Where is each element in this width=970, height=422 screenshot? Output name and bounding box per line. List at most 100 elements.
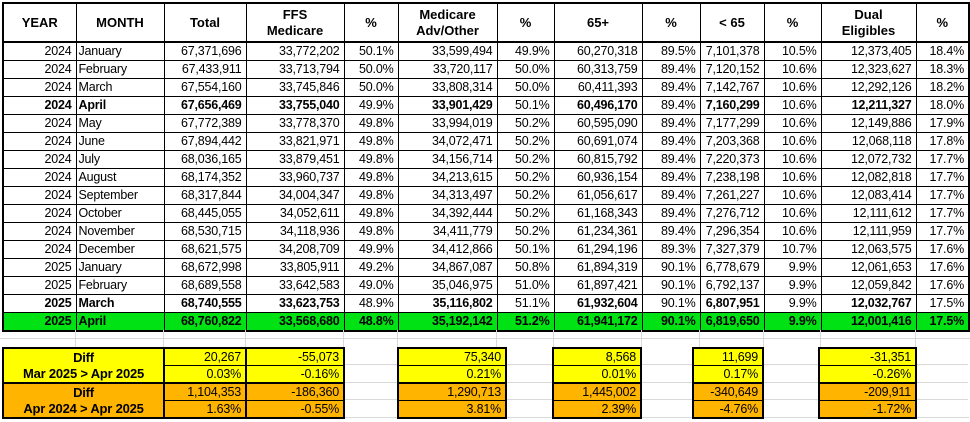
cell-under65[interactable]: 7,276,712: [699, 204, 765, 223]
cell-under65_pct[interactable]: 10.6%: [763, 168, 822, 187]
cell-year[interactable]: 2024: [2, 114, 77, 133]
cell-under65_pct[interactable]: 10.5%: [763, 41, 822, 61]
cell-under65[interactable]: 7,261,227: [699, 186, 765, 205]
cell-adv_pct[interactable]: 49.9%: [496, 41, 555, 61]
summary-diff-percent[interactable]: 3.81%: [397, 400, 507, 419]
cell-under65_pct[interactable]: 10.6%: [763, 78, 822, 97]
col-header-ffs-medicare[interactable]: FFS Medicare: [245, 2, 345, 43]
cell-over65[interactable]: 61,941,172: [553, 312, 643, 332]
cell-month[interactable]: April: [75, 312, 165, 332]
cell-ffs[interactable]: 33,745,846: [245, 78, 345, 97]
cell-over65_pct[interactable]: 89.4%: [641, 78, 701, 97]
cell-ffs_pct[interactable]: 49.8%: [343, 150, 399, 169]
cell-month[interactable]: June: [75, 132, 165, 151]
cell-under65_pct[interactable]: 10.6%: [763, 132, 822, 151]
cell-dual[interactable]: 12,082,818: [820, 168, 917, 187]
cell-over65[interactable]: 60,270,318: [553, 41, 643, 61]
cell-under65[interactable]: 7,238,198: [699, 168, 765, 187]
cell-over65_pct[interactable]: 90.1%: [641, 294, 701, 313]
cell-over65[interactable]: 61,897,421: [553, 276, 643, 295]
cell-month[interactable]: September: [75, 186, 165, 205]
cell-dual_pct[interactable]: 17.8%: [915, 132, 970, 151]
cell-adv_pct[interactable]: 50.0%: [496, 60, 555, 79]
cell-ffs[interactable]: 33,821,971: [245, 132, 345, 151]
cell-under65_pct[interactable]: 10.6%: [763, 96, 822, 115]
summary-diff-value[interactable]: -340,649: [692, 382, 764, 401]
summary-diff-percent[interactable]: 2.39%: [552, 400, 642, 419]
col-header-under65[interactable]: < 65: [699, 2, 765, 43]
cell-total[interactable]: 68,672,998: [163, 258, 247, 277]
cell-under65[interactable]: 6,819,650: [699, 312, 765, 332]
cell-under65_pct[interactable]: 9.9%: [763, 258, 822, 277]
col-header-year[interactable]: YEAR: [2, 2, 77, 43]
cell-ffs_pct[interactable]: 49.2%: [343, 258, 399, 277]
cell-dual[interactable]: 12,323,627: [820, 60, 917, 79]
cell-over65_pct[interactable]: 89.3%: [641, 240, 701, 259]
cell-under65[interactable]: 7,120,152: [699, 60, 765, 79]
cell-month[interactable]: January: [75, 41, 165, 61]
cell-over65_pct[interactable]: 90.1%: [641, 276, 701, 295]
col-header-dual-eligibles[interactable]: Dual Eligibles: [820, 2, 917, 43]
cell-over65_pct[interactable]: 89.4%: [641, 96, 701, 115]
cell-year[interactable]: 2024: [2, 150, 77, 169]
cell-month[interactable]: March: [75, 294, 165, 313]
cell-under65[interactable]: 7,296,354: [699, 222, 765, 241]
col-header-medicare-adv[interactable]: Medicare Adv/Other: [397, 2, 498, 43]
summary-diff-percent[interactable]: 0.03%: [163, 365, 247, 384]
col-header-month[interactable]: MONTH: [75, 2, 165, 43]
summary-diff-percent[interactable]: -4.76%: [692, 400, 764, 419]
cell-year[interactable]: 2025: [2, 312, 77, 332]
cell-year[interactable]: 2024: [2, 240, 77, 259]
cell-adv_pct[interactable]: 50.1%: [496, 240, 555, 259]
cell-year[interactable]: 2024: [2, 204, 77, 223]
cell-over65[interactable]: 60,595,090: [553, 114, 643, 133]
cell-ffs_pct[interactable]: 49.9%: [343, 240, 399, 259]
cell-ffs_pct[interactable]: 49.8%: [343, 204, 399, 223]
cell-over65[interactable]: 60,691,074: [553, 132, 643, 151]
cell-under65_pct[interactable]: 9.9%: [763, 294, 822, 313]
cell-ffs[interactable]: 33,772,202: [245, 41, 345, 61]
cell-over65_pct[interactable]: 90.1%: [641, 258, 701, 277]
cell-ffs_pct[interactable]: 49.8%: [343, 132, 399, 151]
cell-month[interactable]: November: [75, 222, 165, 241]
cell-adv[interactable]: 35,192,142: [397, 312, 498, 332]
cell-ffs[interactable]: 33,805,911: [245, 258, 345, 277]
cell-under65_pct[interactable]: 10.6%: [763, 114, 822, 133]
cell-ffs[interactable]: 33,713,794: [245, 60, 345, 79]
cell-over65_pct[interactable]: 89.4%: [641, 60, 701, 79]
cell-under65[interactable]: 7,101,378: [699, 41, 765, 61]
cell-dual[interactable]: 12,083,414: [820, 186, 917, 205]
cell-over65_pct[interactable]: 89.4%: [641, 168, 701, 187]
cell-dual_pct[interactable]: 18.3%: [915, 60, 970, 79]
cell-total[interactable]: 68,740,555: [163, 294, 247, 313]
cell-month[interactable]: December: [75, 240, 165, 259]
cell-year[interactable]: 2024: [2, 78, 77, 97]
cell-adv[interactable]: 33,720,117: [397, 60, 498, 79]
cell-over65[interactable]: 60,496,170: [553, 96, 643, 115]
cell-ffs_pct[interactable]: 48.9%: [343, 294, 399, 313]
cell-total[interactable]: 67,554,160: [163, 78, 247, 97]
cell-under65[interactable]: 6,792,137: [699, 276, 765, 295]
cell-month[interactable]: August: [75, 168, 165, 187]
summary-diff-value[interactable]: -55,073: [245, 347, 345, 366]
cell-adv[interactable]: 33,994,019: [397, 114, 498, 133]
cell-over65[interactable]: 60,815,792: [553, 150, 643, 169]
cell-ffs[interactable]: 33,778,370: [245, 114, 345, 133]
cell-total[interactable]: 67,656,469: [163, 96, 247, 115]
cell-adv[interactable]: 34,867,087: [397, 258, 498, 277]
summary-diff-value[interactable]: -31,351: [818, 347, 917, 366]
cell-adv[interactable]: 33,599,494: [397, 41, 498, 61]
cell-dual[interactable]: 12,063,575: [820, 240, 917, 259]
cell-dual_pct[interactable]: 17.9%: [915, 114, 970, 133]
summary-diff-value[interactable]: 1,290,713: [397, 382, 507, 401]
summary-diff-value[interactable]: 8,568: [552, 347, 642, 366]
cell-under65_pct[interactable]: 10.6%: [763, 204, 822, 223]
cell-adv_pct[interactable]: 51.2%: [496, 312, 555, 332]
cell-ffs_pct[interactable]: 49.8%: [343, 114, 399, 133]
summary-diff-value[interactable]: 20,267: [163, 347, 247, 366]
cell-ffs[interactable]: 33,642,583: [245, 276, 345, 295]
cell-month[interactable]: February: [75, 276, 165, 295]
cell-dual[interactable]: 12,292,126: [820, 78, 917, 97]
summary-diff-percent[interactable]: 0.21%: [397, 365, 507, 384]
cell-under65_pct[interactable]: 10.6%: [763, 150, 822, 169]
